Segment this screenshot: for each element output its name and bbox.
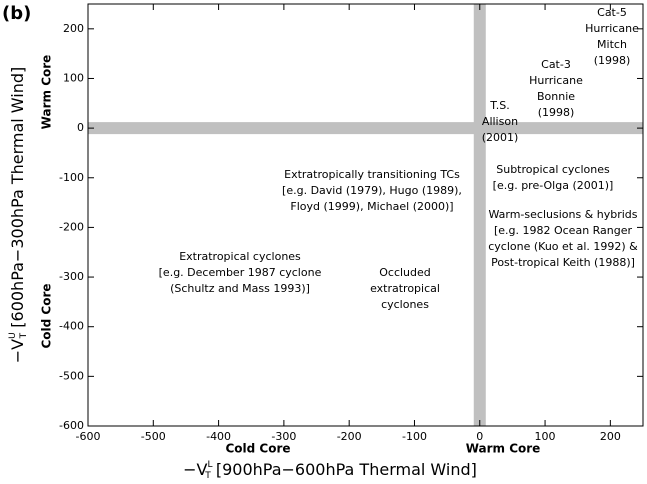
annotation: [e.g. 1982 Ocean Ranger bbox=[494, 224, 633, 237]
panel-label: (b) bbox=[2, 3, 31, 24]
reference-band bbox=[473, 4, 486, 426]
annotation: (1998) bbox=[594, 54, 631, 67]
x-side-label: Cold Core bbox=[225, 442, 290, 456]
axis-label-sub: T bbox=[19, 332, 29, 339]
x-tick-label: 100 bbox=[535, 430, 556, 443]
annotation: Post-tropical Keith (1988)] bbox=[491, 256, 635, 269]
x-tick-label: -400 bbox=[206, 430, 231, 443]
annotation: Floyd (1999), Michael (2000)] bbox=[290, 200, 453, 213]
annotation: [e.g. pre-Olga (2001)] bbox=[493, 179, 614, 192]
y-side-label: Warm Core bbox=[40, 55, 54, 130]
annotation: Subtropical cyclones bbox=[496, 163, 610, 176]
x-tick-label: -300 bbox=[271, 430, 296, 443]
annotation: (1998) bbox=[538, 106, 575, 119]
annotation: Occluded bbox=[379, 266, 431, 279]
y-side-label: Cold Core bbox=[40, 283, 54, 348]
annotation: T.S. bbox=[489, 99, 509, 112]
annotation: cyclone (Kuo et al. 1992) & bbox=[488, 240, 638, 253]
y-tick-label: 200 bbox=[63, 22, 84, 35]
x-tick-label: -500 bbox=[141, 430, 166, 443]
annotation: Hurricane bbox=[585, 22, 639, 35]
x-tick-label: -600 bbox=[76, 430, 101, 443]
annotation: Cat-3 bbox=[541, 58, 571, 71]
annotation: Hurricane bbox=[529, 74, 583, 87]
axis-label-text: −V bbox=[183, 460, 207, 479]
plot-frame bbox=[87, 3, 644, 427]
annotation: Extratropical cyclones bbox=[179, 250, 301, 263]
y-tick-label: -500 bbox=[59, 369, 84, 382]
annotation: [e.g. David (1979), Hugo (1989), bbox=[282, 184, 462, 197]
axis-label-sub: T bbox=[204, 471, 211, 481]
annotation: Allison bbox=[482, 115, 518, 128]
annotation: (Schultz and Mass 1993)] bbox=[170, 282, 310, 295]
x-tick-label: 0 bbox=[476, 430, 483, 443]
axis-label-sup: L bbox=[208, 460, 213, 470]
x-side-label: Warm Core bbox=[466, 442, 541, 456]
annotation: [e.g. December 1987 cyclone bbox=[159, 266, 322, 279]
y-tick-label: -200 bbox=[59, 220, 84, 233]
annotation: Cat-5 bbox=[597, 6, 627, 19]
x-tick-label: 200 bbox=[600, 430, 621, 443]
x-tick-label: -200 bbox=[337, 430, 362, 443]
annotation: Mitch bbox=[597, 38, 627, 51]
axis-label-text: [600hPa−300hPa Thermal Wind] bbox=[8, 67, 27, 333]
x-tick-label: -100 bbox=[402, 430, 427, 443]
y-tick-label: -300 bbox=[59, 270, 84, 283]
y-tick-label: -600 bbox=[59, 419, 84, 432]
ylabel: −VUT [600hPa−300hPa Thermal Wind] bbox=[8, 67, 29, 364]
axis-label-text: [900hPa−600hPa Thermal Wind] bbox=[211, 460, 477, 479]
y-tick-label: 0 bbox=[77, 121, 84, 134]
reference-band bbox=[88, 122, 643, 135]
annotation: Extratropically transitioning TCs bbox=[284, 168, 460, 181]
y-tick-label: 100 bbox=[63, 71, 84, 84]
annotation: (2001) bbox=[482, 131, 519, 144]
annotation: Bonnie bbox=[537, 90, 575, 103]
annotation: Warm-seclusions & hybrids bbox=[488, 208, 637, 221]
xlabel: −VL T [900hPa−600hPa Thermal Wind] bbox=[183, 460, 477, 481]
axis-label-sup: U bbox=[8, 332, 18, 339]
annotation: cyclones bbox=[381, 298, 429, 311]
y-tick-label: -100 bbox=[59, 171, 84, 184]
y-tick-label: -400 bbox=[59, 320, 84, 333]
axis-label-text: −V bbox=[8, 339, 27, 363]
annotation: extratropical bbox=[370, 282, 440, 295]
